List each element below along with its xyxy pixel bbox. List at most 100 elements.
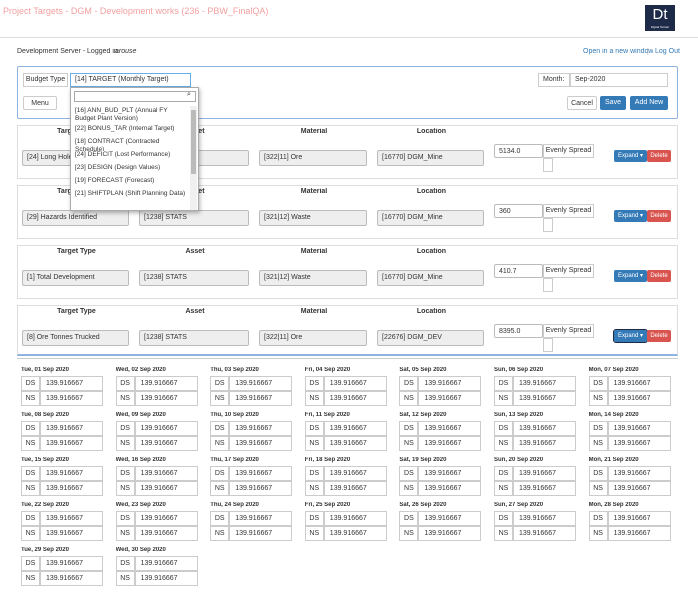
shift-input[interactable]: 139.916667: [229, 526, 293, 541]
shift-input[interactable]: 139.916667: [229, 376, 293, 391]
shift-input[interactable]: 139.916667: [40, 376, 103, 391]
field-select[interactable]: [1238] STATS: [139, 270, 249, 286]
add-new-button[interactable]: Add New: [630, 96, 668, 110]
field-select[interactable]: [29] Hazards Identified: [22, 210, 129, 226]
field-select[interactable]: [16770] DGM_Mine: [377, 210, 484, 226]
shift-input[interactable]: 139.916667: [229, 391, 293, 406]
shift-input[interactable]: 139.916667: [513, 526, 576, 541]
scroll-thumb[interactable]: [191, 110, 196, 174]
shift-input[interactable]: 139.916667: [323, 466, 387, 481]
delete-button[interactable]: Delete: [647, 330, 671, 342]
delete-button[interactable]: Delete: [647, 150, 671, 162]
open-link[interactable]: Open in a new window: [583, 48, 653, 55]
shift-input[interactable]: 139.916667: [418, 466, 482, 481]
shift-input[interactable]: 139.916667: [229, 481, 293, 496]
dropdown[interactable]: ⌕ [16] ANN_BUD_PLT (Annual FY Budget Plan…: [70, 87, 199, 211]
shift-input[interactable]: 139.916667: [513, 436, 576, 451]
shift-input[interactable]: 139.916667: [40, 421, 103, 436]
shift-input[interactable]: 139.916667: [40, 391, 103, 406]
shift-input[interactable]: 139.916667: [229, 421, 293, 436]
month-input[interactable]: Sep-2020: [570, 73, 668, 87]
field-select[interactable]: [322|11] Ore: [259, 150, 367, 166]
shift-input[interactable]: 139.916667: [607, 511, 671, 526]
shift-input[interactable]: 139.916667: [40, 571, 103, 586]
shift-input[interactable]: 139.916667: [418, 376, 482, 391]
value-input[interactable]: 5134.0: [494, 144, 543, 158]
shift-input[interactable]: 139.916667: [134, 391, 198, 406]
shift-input[interactable]: 139.916667: [323, 526, 387, 541]
shift-input[interactable]: 139.916667: [229, 511, 293, 526]
shift-input[interactable]: 139.916667: [513, 421, 576, 436]
dropdown-option[interactable]: [22] BONUS_TAR (Internal Target): [75, 125, 175, 132]
shift-input[interactable]: 139.916667: [134, 466, 198, 481]
shift-input[interactable]: 139.916667: [40, 466, 103, 481]
shift-input[interactable]: 139.916667: [418, 421, 482, 436]
shift-input[interactable]: 139.916667: [134, 436, 198, 451]
shift-input[interactable]: 139.916667: [323, 436, 387, 451]
shift-input[interactable]: 139.916667: [607, 481, 671, 496]
field-select[interactable]: [1] Total Development: [22, 270, 129, 286]
shift-input[interactable]: 139.916667: [134, 481, 198, 496]
field-select[interactable]: [1238] STATS: [139, 210, 249, 226]
shift-input[interactable]: 139.916667: [134, 421, 198, 436]
shift-input[interactable]: 139.916667: [40, 481, 103, 496]
save-button[interactable]: Save: [600, 96, 626, 110]
expand-button[interactable]: Expand ▾: [613, 329, 648, 343]
dropdown-option[interactable]: [23] DESIGN (Design Values): [75, 164, 161, 171]
shift-input[interactable]: 139.916667: [229, 466, 293, 481]
expand-button[interactable]: Expand ▾: [614, 150, 647, 162]
dropdown-option[interactable]: [19] FORECAST (Forecast): [75, 177, 155, 184]
field-select[interactable]: [16770] DGM_Mine: [377, 270, 484, 286]
delete-button[interactable]: Delete: [647, 210, 671, 222]
shift-input[interactable]: 139.916667: [607, 436, 671, 451]
shift-input[interactable]: 139.916667: [40, 556, 103, 571]
field-select[interactable]: [8] Ore Tonnes Trucked: [22, 330, 129, 346]
spread-select[interactable]: [543, 158, 553, 172]
search-box[interactable]: [74, 91, 196, 102]
shift-input[interactable]: 139.916667: [40, 526, 103, 541]
shift-input[interactable]: 139.916667: [134, 526, 198, 541]
field-select[interactable]: [22676] DGM_DEV: [377, 330, 484, 346]
shift-input[interactable]: 139.916667: [418, 526, 482, 541]
shift-input[interactable]: 139.916667: [418, 436, 482, 451]
shift-input[interactable]: 139.916667: [134, 376, 198, 391]
field-select[interactable]: [322|11] Ore: [259, 330, 367, 346]
shift-input[interactable]: 139.916667: [40, 436, 103, 451]
shift-input[interactable]: 139.916667: [323, 421, 387, 436]
shift-input[interactable]: 139.916667: [40, 511, 103, 526]
spread-select[interactable]: [543, 338, 553, 352]
shift-input[interactable]: 139.916667: [607, 376, 671, 391]
field-select[interactable]: [321|12] Waste: [259, 270, 367, 286]
shift-input[interactable]: 139.916667: [323, 511, 387, 526]
shift-input[interactable]: 139.916667: [323, 391, 387, 406]
shift-input[interactable]: 139.916667: [513, 376, 576, 391]
expand-button[interactable]: Expand ▾: [614, 210, 647, 222]
shift-input[interactable]: 139.916667: [134, 511, 198, 526]
dropdown-option[interactable]: [16] ANN_BUD_PLT (Annual FY Budget Plant…: [75, 107, 168, 122]
shift-input[interactable]: 139.916667: [418, 511, 482, 526]
shift-input[interactable]: 139.916667: [607, 391, 671, 406]
shift-input[interactable]: 139.916667: [513, 481, 576, 496]
logout-link[interactable]: Log Out: [655, 48, 680, 55]
field-select[interactable]: [321|12] Waste: [259, 210, 367, 226]
shift-input[interactable]: 139.916667: [134, 571, 198, 586]
field-select[interactable]: [1238] STATS: [139, 330, 249, 346]
field-select[interactable]: [16770] DGM_Mine: [377, 150, 484, 166]
shift-input[interactable]: 139.916667: [513, 466, 576, 481]
cancel-button[interactable]: Cancel: [567, 96, 597, 110]
spread-select[interactable]: [543, 218, 553, 232]
menu-button[interactable]: Menu: [23, 96, 57, 110]
shift-input[interactable]: 139.916667: [323, 376, 387, 391]
dropdown-option[interactable]: [18] CONTRACT (Contracted Schedule): [75, 138, 160, 151]
shift-input[interactable]: 139.916667: [607, 526, 671, 541]
expand-button[interactable]: Expand ▾: [614, 270, 647, 282]
shift-input[interactable]: 139.916667: [418, 481, 482, 496]
spread-select[interactable]: [543, 278, 553, 292]
shift-input[interactable]: 139.916667: [134, 556, 198, 571]
value-input[interactable]: 410.7: [494, 264, 543, 278]
value-input[interactable]: 8395.0: [494, 324, 543, 338]
shift-input[interactable]: 139.916667: [229, 436, 293, 451]
dropdown-option[interactable]: [24] DEFICIT (Lost Performance): [75, 151, 171, 158]
dropdown-option[interactable]: [21] SHIFTPLAN (Shift Planning Data): [75, 190, 186, 197]
budget-select[interactable]: [14] TARGET (Monthly Target): [70, 73, 191, 87]
